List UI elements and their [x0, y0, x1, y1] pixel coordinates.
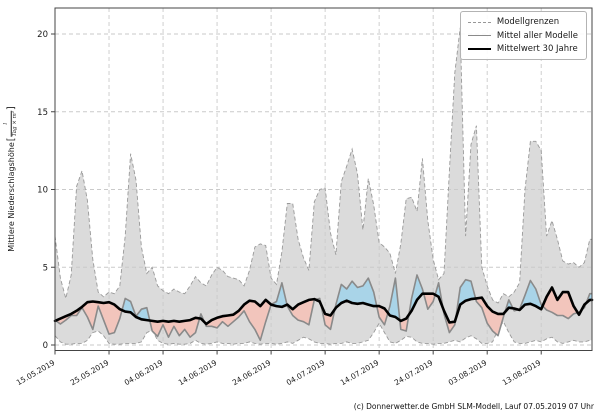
legend-line-sample-icon [467, 48, 491, 50]
y-tick-label: 0 [43, 341, 48, 351]
y-tick-label: 20 [37, 30, 48, 40]
legend: Modellgrenzen Mittel aller Modelle Mittelw… [459, 11, 587, 60]
legend-item-label: Mittelwert 30 Jahre [496, 44, 578, 54]
legend-item-label: Mittel aller Modelle [496, 30, 578, 41]
legend-item: Mittel aller Modelle [467, 30, 578, 41]
y-tick-label: 10 [37, 186, 48, 196]
legend-item: Modellgrenzen [467, 17, 578, 27]
legend-line-sample-icon [467, 21, 491, 23]
legend-item-label: Modellgrenzen [496, 17, 560, 27]
copyright-caption: (c) Donnerwetter.de GmbH SLM-Modell, Lau… [353, 402, 594, 411]
legend-line-sample-icon [467, 35, 491, 36]
y-tick-label: 5 [43, 263, 48, 273]
legend-item: Mittelwert 30 Jahre [467, 44, 578, 54]
y-tick-label: 15 [37, 108, 48, 118]
